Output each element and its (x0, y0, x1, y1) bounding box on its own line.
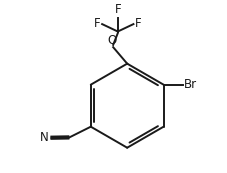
Text: F: F (94, 17, 100, 30)
Text: Br: Br (183, 78, 196, 91)
Text: F: F (134, 17, 141, 30)
Text: N: N (39, 131, 48, 144)
Text: F: F (114, 3, 121, 16)
Text: O: O (107, 34, 116, 47)
